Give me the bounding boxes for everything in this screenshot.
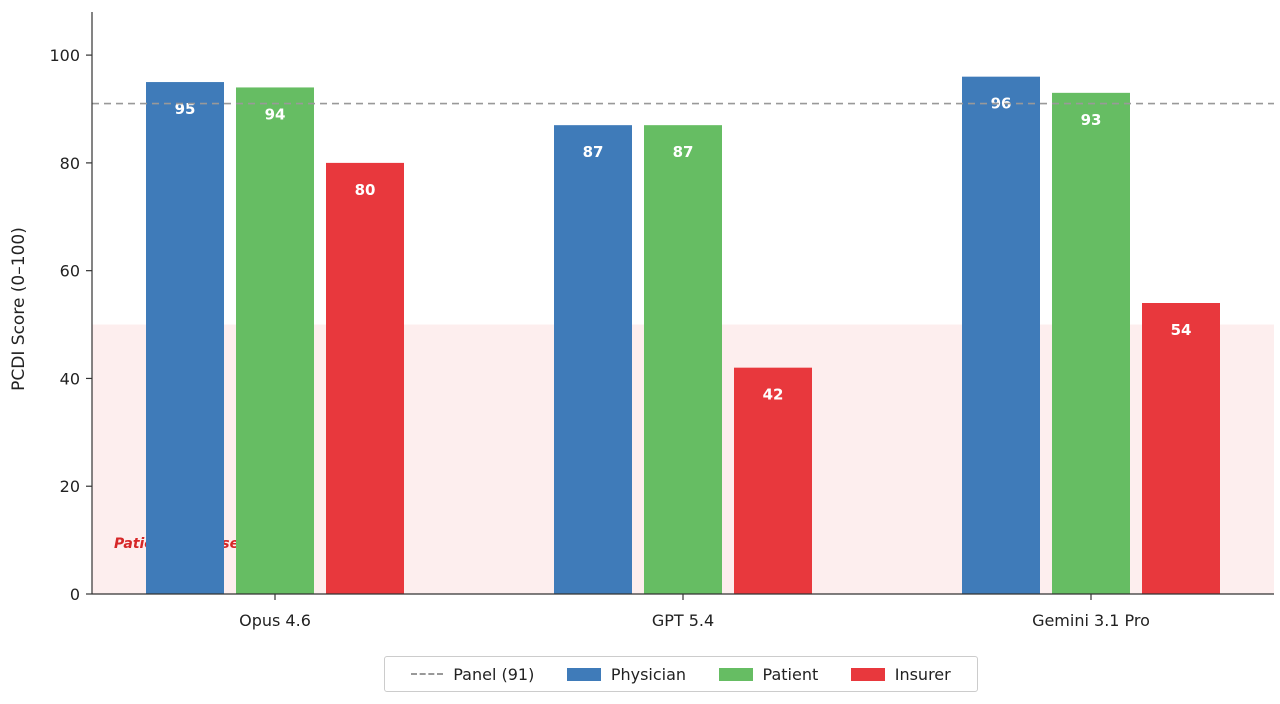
legend-label-panel: Panel (91)	[453, 664, 535, 684]
legend-swatch-physician	[566, 667, 601, 681]
y-tick-label: 80	[60, 154, 80, 173]
bar-physician-2	[962, 76, 1040, 594]
bar-value-label: 80	[355, 181, 376, 199]
legend-item-panel: Panel (91)	[411, 665, 534, 684]
y-tick-label: 0	[70, 585, 80, 604]
x-tick-label: GPT 5.4	[652, 611, 714, 630]
legend-dashed-line-icon	[411, 673, 444, 675]
bar-value-label: 96	[991, 95, 1012, 113]
bar-physician-1	[554, 125, 632, 595]
y-tick-label: 100	[49, 46, 80, 65]
legend-label-physician: Physician	[610, 664, 687, 684]
legend-label-patient: Patient	[762, 664, 819, 684]
y-tick-label: 60	[60, 262, 80, 281]
legend-swatch-insurer	[850, 667, 885, 681]
y-tick-label: 20	[60, 477, 80, 496]
y-tick-label: 40	[60, 369, 80, 388]
legend-item-physician: Physician	[566, 664, 687, 684]
chart-legend: Panel (91) Physician Patient Insurer	[384, 656, 978, 692]
x-tick-label: Opus 4.6	[239, 611, 311, 630]
bar-insurer-0	[326, 162, 404, 594]
legend-item-insurer: Insurer	[850, 664, 951, 684]
y-axis-label: PCDI Score (0–100)	[9, 227, 29, 391]
bar-patient-0	[236, 87, 314, 594]
legend-swatch-patient	[718, 667, 753, 681]
bar-value-label: 42	[763, 386, 784, 404]
pcdi-bar-chart: Patient-adverse zone 959480878742969354 …	[9, 12, 1274, 630]
bar-value-label: 87	[673, 143, 694, 161]
bar-value-label: 93	[1081, 111, 1102, 129]
legend-item-patient: Patient	[718, 664, 819, 684]
bar-insurer-1	[734, 367, 812, 594]
bar-value-label: 54	[1171, 321, 1192, 339]
bar-patient-1	[644, 125, 722, 595]
bar-patient-2	[1052, 92, 1130, 594]
bar-value-label: 87	[583, 143, 604, 161]
bar-physician-0	[146, 82, 224, 595]
bar-insurer-2	[1142, 303, 1220, 594]
x-tick-label: Gemini 3.1 Pro	[1032, 611, 1150, 630]
legend-label-insurer: Insurer	[894, 664, 951, 684]
bar-value-label: 95	[175, 100, 196, 118]
bar-value-label: 94	[265, 105, 286, 123]
